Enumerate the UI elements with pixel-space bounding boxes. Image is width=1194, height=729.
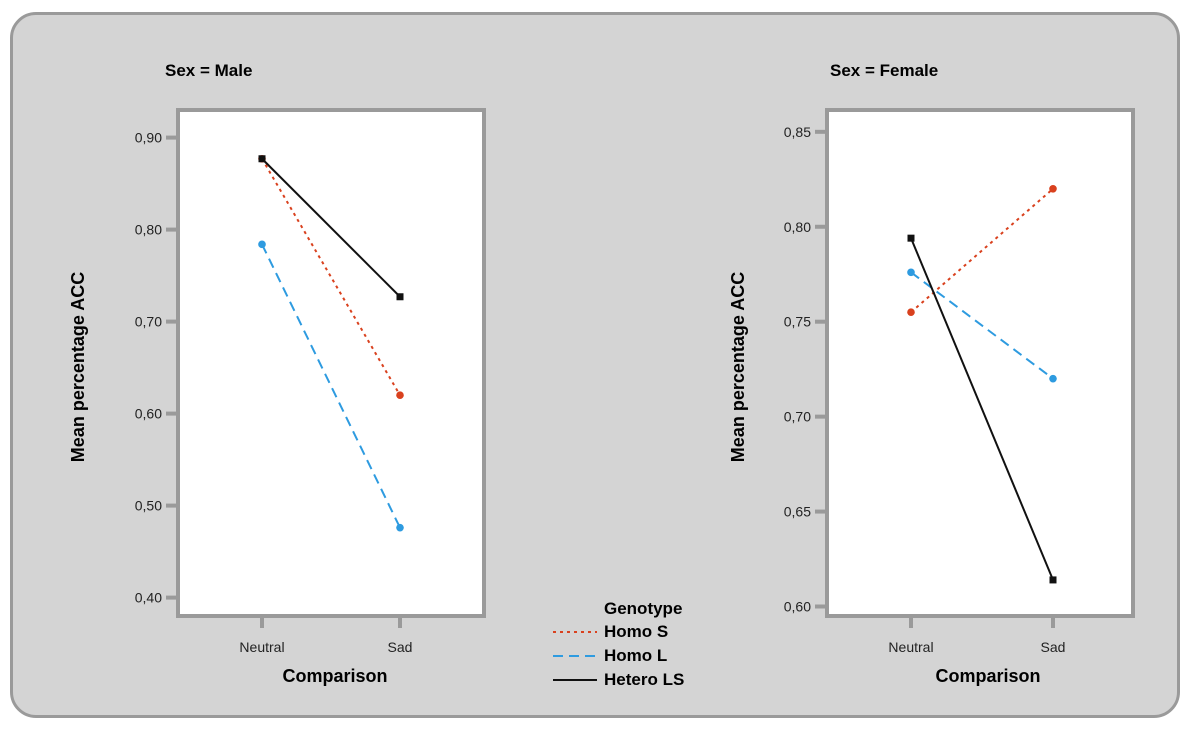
plot-area	[176, 108, 486, 618]
data-point	[1049, 374, 1057, 383]
x-axis-title: Comparison	[935, 666, 1040, 686]
y-tick-label: 0,70	[135, 314, 162, 330]
plot-area	[825, 108, 1135, 618]
data-point	[396, 391, 404, 400]
y-axis-title: Mean percentage ACC	[68, 272, 88, 462]
data-point	[907, 234, 915, 242]
y-axis-title: Mean percentage ACC	[728, 272, 748, 462]
data-point	[1049, 184, 1057, 193]
y-tick-label: 0,75	[784, 314, 811, 330]
y-tick-label: 0,60	[135, 406, 162, 422]
legend-label: Hetero LS	[604, 670, 684, 689]
data-point	[907, 308, 915, 317]
x-tick-label: Neutral	[888, 639, 933, 655]
y-tick-label: 0,40	[135, 590, 162, 606]
data-point	[907, 268, 915, 277]
y-tick-label: 0,60	[784, 599, 811, 615]
series-line	[261, 243, 401, 529]
y-tick-label: 0,90	[135, 130, 162, 146]
data-point	[258, 155, 266, 163]
data-point	[1049, 576, 1057, 584]
x-tick-label: Sad	[388, 639, 413, 655]
legend-label: Homo S	[604, 622, 668, 641]
series-line	[910, 237, 1054, 581]
data-point	[396, 293, 404, 301]
y-tick-label: 0,70	[784, 409, 811, 425]
series-line	[910, 188, 1054, 313]
data-point	[258, 240, 266, 249]
series-line	[910, 271, 1054, 380]
panel-title: Sex = Male	[165, 61, 252, 80]
x-tick-label: Sad	[1041, 639, 1066, 655]
legend-title: Genotype	[604, 599, 682, 618]
panel-title: Sex = Female	[830, 61, 938, 80]
y-tick-label: 0,80	[135, 222, 162, 238]
series-line	[261, 158, 401, 298]
legend-label: Homo L	[604, 646, 667, 665]
y-tick-label: 0,65	[784, 504, 811, 520]
y-tick-label: 0,85	[784, 124, 811, 140]
x-tick-label: Neutral	[239, 639, 284, 655]
x-axis-title: Comparison	[282, 666, 387, 686]
y-tick-label: 0,50	[135, 498, 162, 514]
y-tick-label: 0,80	[784, 219, 811, 235]
data-point	[396, 523, 404, 532]
